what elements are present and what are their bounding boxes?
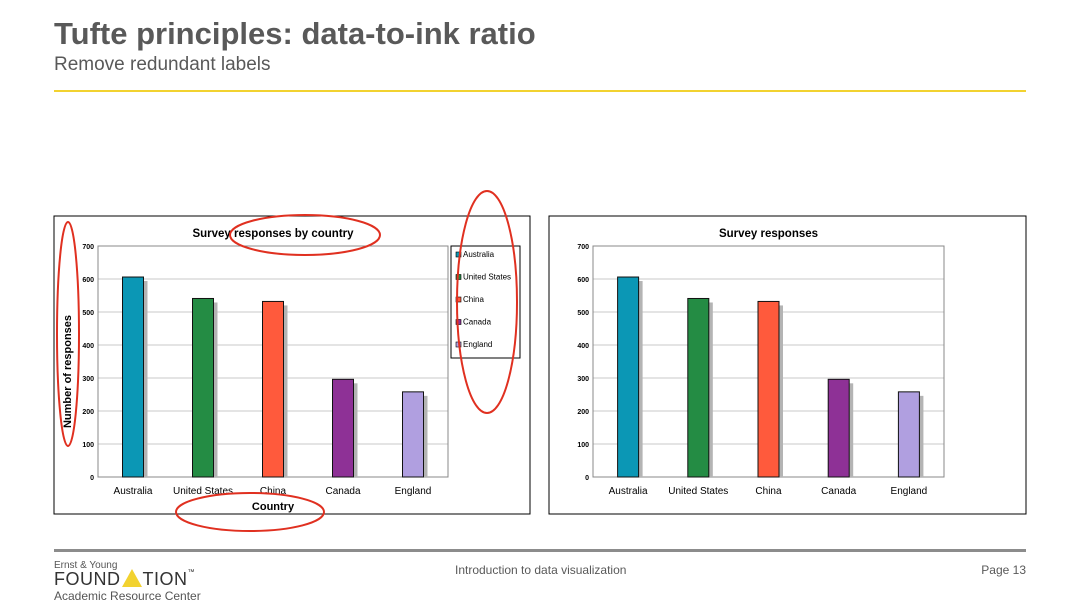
- bar-england: [897, 391, 920, 478]
- x-tick-label: Canada: [325, 486, 360, 497]
- x-tick-label: Canada: [821, 486, 856, 497]
- chart-left-group: 0 100 200 300 400 500 600 700 Australia United St…: [53, 190, 531, 532]
- y-tick-label: 300: [82, 376, 94, 383]
- y-tick-label: 600: [577, 277, 589, 284]
- bar-england: [402, 391, 424, 478]
- y-tick-label: 0: [585, 475, 589, 482]
- chart-legend: Australia United States China Canada England: [450, 245, 521, 359]
- x-tick-label: Australia: [114, 486, 153, 497]
- annotation-ylabel-circle: [56, 221, 80, 447]
- title-divider: [54, 90, 1026, 92]
- y-tick-label: 700: [577, 244, 589, 251]
- logo-subtitle: Academic Resource Center: [54, 589, 201, 603]
- bar-united-states: [687, 297, 710, 478]
- bar-australia: [617, 276, 640, 478]
- logo-wordmark-left: FOUND: [54, 569, 121, 589]
- x-tick-label: United States: [173, 486, 233, 497]
- legend-entry: United States: [463, 273, 511, 282]
- bar-canada: [332, 378, 354, 478]
- legend-box: [450, 245, 521, 359]
- x-tick-label: England: [891, 486, 928, 497]
- x-tick-label: Australia: [609, 486, 648, 497]
- y-tick-label: 700: [82, 244, 94, 251]
- x-tick-label: China: [755, 486, 782, 497]
- logo-wordmark-right: TION: [142, 569, 188, 589]
- annotation-title-circle: [229, 214, 381, 256]
- x-tick-label: China: [260, 486, 287, 497]
- bar-china: [262, 300, 284, 478]
- logo-top-text: Ernst & Young: [54, 560, 118, 571]
- chart-title: Survey responses by country: [192, 228, 354, 240]
- y-tick-label: 500: [577, 310, 589, 317]
- page-number: Page 13: [981, 563, 1026, 577]
- annotation-xlabel-circle: [175, 492, 325, 532]
- logo-wordmark: FOUND TION™: [54, 569, 195, 590]
- legend-entry: Australia: [463, 250, 495, 259]
- y-tick-label: 100: [82, 442, 94, 449]
- y-tick-label: 0: [90, 475, 94, 482]
- y-axis-title: Number of responses: [62, 315, 74, 428]
- bar-canada: [827, 378, 850, 478]
- slide-subtitle: Remove redundant labels: [54, 54, 271, 75]
- y-tick-label: 600: [82, 277, 94, 284]
- y-tick-label: 400: [82, 343, 94, 350]
- foundation-logo: Ernst & Young FOUND TION™ Academic Resour…: [54, 560, 224, 604]
- y-tick-label: 200: [82, 409, 94, 416]
- bar-united-states: [192, 297, 214, 478]
- legend-entry: England: [463, 340, 492, 349]
- bar-australia: [122, 276, 144, 478]
- annotation-legend-circle: [456, 190, 518, 414]
- x-axis-title: Country: [252, 501, 295, 513]
- chart-right-group: 0 100 200 300 400 500 600 700 Australia United St…: [548, 215, 1027, 515]
- bar-china: [757, 300, 780, 478]
- legend-entry: China: [463, 295, 484, 304]
- y-tick-label: 100: [577, 442, 589, 449]
- y-tick-label: 300: [577, 376, 589, 383]
- chart-title: Survey responses: [719, 228, 818, 240]
- x-tick-label: United States: [668, 486, 728, 497]
- logo-wedge-icon: [121, 569, 142, 587]
- y-tick-label: 500: [82, 310, 94, 317]
- x-tick-label: England: [395, 486, 432, 497]
- slide-title: Tufte principles: data-to-ink ratio: [54, 16, 536, 51]
- footer-divider: [54, 549, 1026, 552]
- y-tick-label: 400: [577, 343, 589, 350]
- y-tick-label: 200: [577, 409, 589, 416]
- logo-trademark: ™: [187, 569, 195, 576]
- legend-entry: Canada: [463, 318, 492, 327]
- footer-caption: Introduction to data visualization: [455, 563, 627, 577]
- legend-swatch: [455, 296, 462, 303]
